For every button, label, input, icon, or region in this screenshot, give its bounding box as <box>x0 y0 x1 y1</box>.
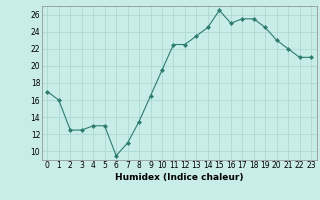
X-axis label: Humidex (Indice chaleur): Humidex (Indice chaleur) <box>115 173 244 182</box>
